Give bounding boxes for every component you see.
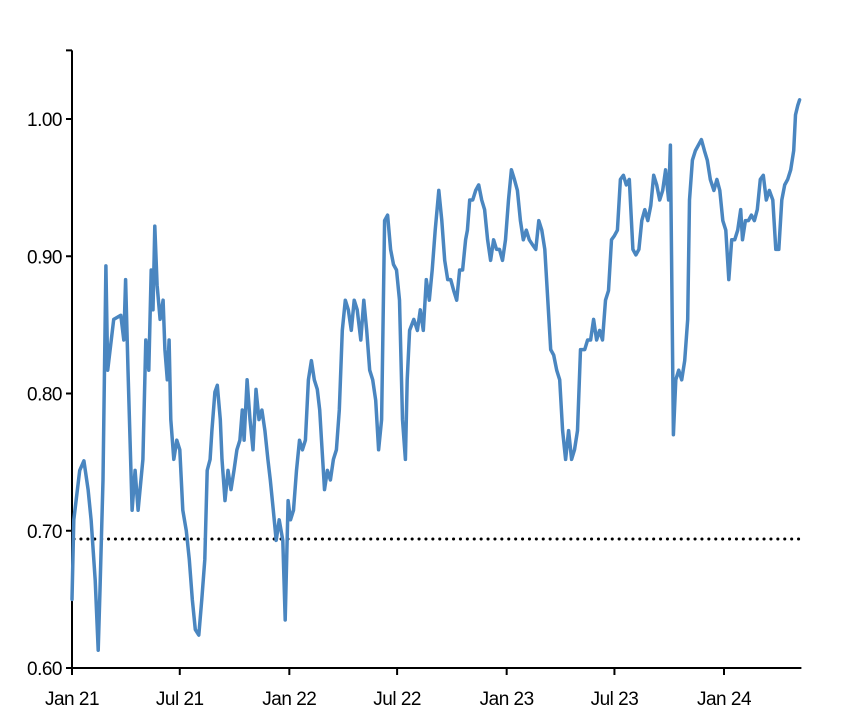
y-tick-label: 0.60 xyxy=(27,659,62,680)
y-tick-label: 0.90 xyxy=(27,247,62,268)
y-tick-label: 0.80 xyxy=(27,385,62,406)
series-line xyxy=(70,98,802,652)
chart-marks xyxy=(70,98,803,652)
x-tick-label: Jan 24 xyxy=(697,689,752,710)
tick-labels: 0.60 0.70 0.80 0.90 1.00 Jan 21 Jul 21 Jan 22 Ju… xyxy=(27,110,752,710)
x-tick-label: Jan 21 xyxy=(45,689,99,710)
x-tick-label: Jan 23 xyxy=(480,689,534,710)
x-tick-label: Jan 22 xyxy=(262,689,316,710)
y-tick-label: 0.70 xyxy=(27,522,62,543)
y-tick-label: 1.00 xyxy=(27,110,62,131)
x-tick-label: Jul 21 xyxy=(156,689,204,710)
x-tick-label: Jul 22 xyxy=(373,689,421,710)
axes xyxy=(66,49,802,675)
x-tick-label: Jul 23 xyxy=(591,689,639,710)
